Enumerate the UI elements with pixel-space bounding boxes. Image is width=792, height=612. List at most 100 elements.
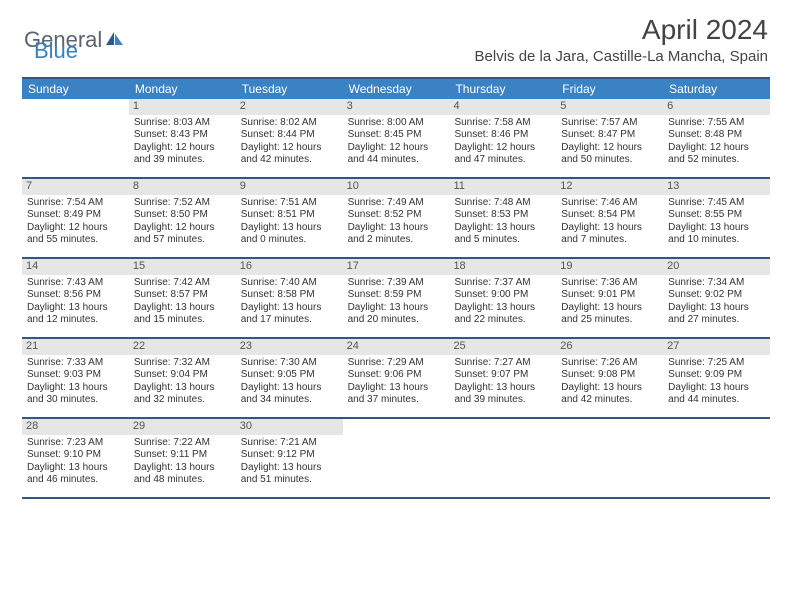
daylight-line: Daylight: 13 hours and 2 minutes. xyxy=(348,222,445,247)
sunrise-line: Sunrise: 7:23 AM xyxy=(27,437,124,450)
sunrise-line: Sunrise: 7:37 AM xyxy=(454,277,551,290)
sunrise-line: Sunrise: 7:26 AM xyxy=(561,357,658,370)
day-cell: 17Sunrise: 7:39 AMSunset: 8:59 PMDayligh… xyxy=(343,259,450,337)
sunrise-line: Sunrise: 7:42 AM xyxy=(134,277,231,290)
sunset-line: Sunset: 8:52 PM xyxy=(348,209,445,222)
sunset-line: Sunset: 8:50 PM xyxy=(134,209,231,222)
sunset-line: Sunset: 8:58 PM xyxy=(241,289,338,302)
day-cell: 2Sunrise: 8:02 AMSunset: 8:44 PMDaylight… xyxy=(236,99,343,177)
sunrise-line: Sunrise: 7:40 AM xyxy=(241,277,338,290)
sunset-line: Sunset: 9:12 PM xyxy=(241,449,338,462)
day-number: 24 xyxy=(343,339,450,355)
sunset-line: Sunset: 9:08 PM xyxy=(561,369,658,382)
daylight-line: Daylight: 13 hours and 25 minutes. xyxy=(561,302,658,327)
sunset-line: Sunset: 9:05 PM xyxy=(241,369,338,382)
day-cell: 9Sunrise: 7:51 AMSunset: 8:51 PMDaylight… xyxy=(236,179,343,257)
day-number: 5 xyxy=(556,99,663,115)
day-cell: 15Sunrise: 7:42 AMSunset: 8:57 PMDayligh… xyxy=(129,259,236,337)
day-cell: 10Sunrise: 7:49 AMSunset: 8:52 PMDayligh… xyxy=(343,179,450,257)
day-number: 18 xyxy=(449,259,556,275)
sunrise-line: Sunrise: 7:49 AM xyxy=(348,197,445,210)
sunrise-line: Sunrise: 7:29 AM xyxy=(348,357,445,370)
brand-blue-row: Blue xyxy=(34,38,78,64)
sunrise-line: Sunrise: 7:54 AM xyxy=(27,197,124,210)
day-number: 29 xyxy=(129,419,236,435)
sunrise-line: Sunrise: 8:02 AM xyxy=(241,117,338,130)
daylight-line: Daylight: 13 hours and 39 minutes. xyxy=(454,382,551,407)
day-number: 23 xyxy=(236,339,343,355)
day-number: 1 xyxy=(129,99,236,115)
page-title: April 2024 xyxy=(475,14,768,46)
brand-text-2: Blue xyxy=(34,38,78,64)
day-number: 3 xyxy=(343,99,450,115)
sunrise-line: Sunrise: 7:58 AM xyxy=(454,117,551,130)
daylight-line: Daylight: 12 hours and 55 minutes. xyxy=(27,222,124,247)
day-header: Wednesday xyxy=(343,79,450,99)
day-cell: 18Sunrise: 7:37 AMSunset: 9:00 PMDayligh… xyxy=(449,259,556,337)
daylight-line: Daylight: 12 hours and 44 minutes. xyxy=(348,142,445,167)
blank-cell xyxy=(663,419,770,497)
day-cell: 24Sunrise: 7:29 AMSunset: 9:06 PMDayligh… xyxy=(343,339,450,417)
day-number: 14 xyxy=(22,259,129,275)
day-cell: 16Sunrise: 7:40 AMSunset: 8:58 PMDayligh… xyxy=(236,259,343,337)
daylight-line: Daylight: 13 hours and 5 minutes. xyxy=(454,222,551,247)
sunrise-line: Sunrise: 7:52 AM xyxy=(134,197,231,210)
day-cell: 30 Sunrise: 7:21 AMSunset: 9:12 PMDayligh… xyxy=(236,419,343,497)
sunrise-line: Sunrise: 7:57 AM xyxy=(561,117,658,130)
sunrise-line: Sunrise: 7:55 AM xyxy=(668,117,765,130)
day-number: 13 xyxy=(663,179,770,195)
day-number: 2 xyxy=(236,99,343,115)
day-number: 11 xyxy=(449,179,556,195)
daylight-line: Daylight: 13 hours and 0 minutes. xyxy=(241,222,338,247)
day-number: 20 xyxy=(663,259,770,275)
week-row: 7Sunrise: 7:54 AMSunset: 8:49 PMDaylight… xyxy=(22,179,770,259)
sunrise-line: Sunrise: 8:00 AM xyxy=(348,117,445,130)
day-header-row: SundayMondayTuesdayWednesdayThursdayFrid… xyxy=(22,79,770,99)
daylight-line: Daylight: 13 hours and 37 minutes. xyxy=(348,382,445,407)
daylight-line: Daylight: 12 hours and 42 minutes. xyxy=(241,142,338,167)
day-number: 12 xyxy=(556,179,663,195)
day-header: Tuesday xyxy=(236,79,343,99)
daylight-line: Daylight: 13 hours and 34 minutes. xyxy=(241,382,338,407)
sunrise-line: Sunrise: 7:45 AM xyxy=(668,197,765,210)
day-cell: 11Sunrise: 7:48 AMSunset: 8:53 PMDayligh… xyxy=(449,179,556,257)
day-number: 22 xyxy=(129,339,236,355)
sunset-line: Sunset: 8:59 PM xyxy=(348,289,445,302)
sunset-line: Sunset: 9:07 PM xyxy=(454,369,551,382)
sunrise-line: Sunrise: 7:33 AM xyxy=(27,357,124,370)
day-number: 15 xyxy=(129,259,236,275)
daylight-line: Daylight: 13 hours and 12 minutes. xyxy=(27,302,124,327)
daylight-line: Daylight: 12 hours and 52 minutes. xyxy=(668,142,765,167)
calendar-table: SundayMondayTuesdayWednesdayThursdayFrid… xyxy=(22,77,770,499)
daylight-line: Daylight: 12 hours and 50 minutes. xyxy=(561,142,658,167)
day-cell: 4Sunrise: 7:58 AMSunset: 8:46 PMDaylight… xyxy=(449,99,556,177)
week-row: 28Sunrise: 7:23 AMSunset: 9:10 PMDayligh… xyxy=(22,419,770,499)
daylight-line: Daylight: 13 hours and 51 minutes. xyxy=(241,462,338,487)
sunrise-line: Sunrise: 7:36 AM xyxy=(561,277,658,290)
day-number: 16 xyxy=(236,259,343,275)
day-cell: 5Sunrise: 7:57 AMSunset: 8:47 PMDaylight… xyxy=(556,99,663,177)
sunset-line: Sunset: 9:10 PM xyxy=(27,449,124,462)
sunrise-line: Sunrise: 7:27 AM xyxy=(454,357,551,370)
day-cell: 28Sunrise: 7:23 AMSunset: 9:10 PMDayligh… xyxy=(22,419,129,497)
daylight-line: Daylight: 13 hours and 32 minutes. xyxy=(134,382,231,407)
daylight-line: Daylight: 13 hours and 7 minutes. xyxy=(561,222,658,247)
day-number: 26 xyxy=(556,339,663,355)
day-cell: 13Sunrise: 7:45 AMSunset: 8:55 PMDayligh… xyxy=(663,179,770,257)
day-cell: 29Sunrise: 7:22 AMSunset: 9:11 PMDayligh… xyxy=(129,419,236,497)
daylight-line: Daylight: 13 hours and 15 minutes. xyxy=(134,302,231,327)
week-row: 21Sunrise: 7:33 AMSunset: 9:03 PMDayligh… xyxy=(22,339,770,419)
location-text: Belvis de la Jara, Castille-La Mancha, S… xyxy=(475,48,768,65)
sunrise-line: Sunrise: 7:21 AM xyxy=(241,437,338,450)
sunset-line: Sunset: 8:54 PM xyxy=(561,209,658,222)
sunrise-line: Sunrise: 7:25 AM xyxy=(668,357,765,370)
day-number: 30 xyxy=(236,419,343,435)
day-number: 6 xyxy=(663,99,770,115)
sunrise-line: Sunrise: 7:34 AM xyxy=(668,277,765,290)
blank-cell xyxy=(22,99,129,177)
blank-cell xyxy=(343,419,450,497)
day-cell: 26Sunrise: 7:26 AMSunset: 9:08 PMDayligh… xyxy=(556,339,663,417)
sunset-line: Sunset: 9:04 PM xyxy=(134,369,231,382)
sunset-line: Sunset: 9:03 PM xyxy=(27,369,124,382)
day-number: 25 xyxy=(449,339,556,355)
